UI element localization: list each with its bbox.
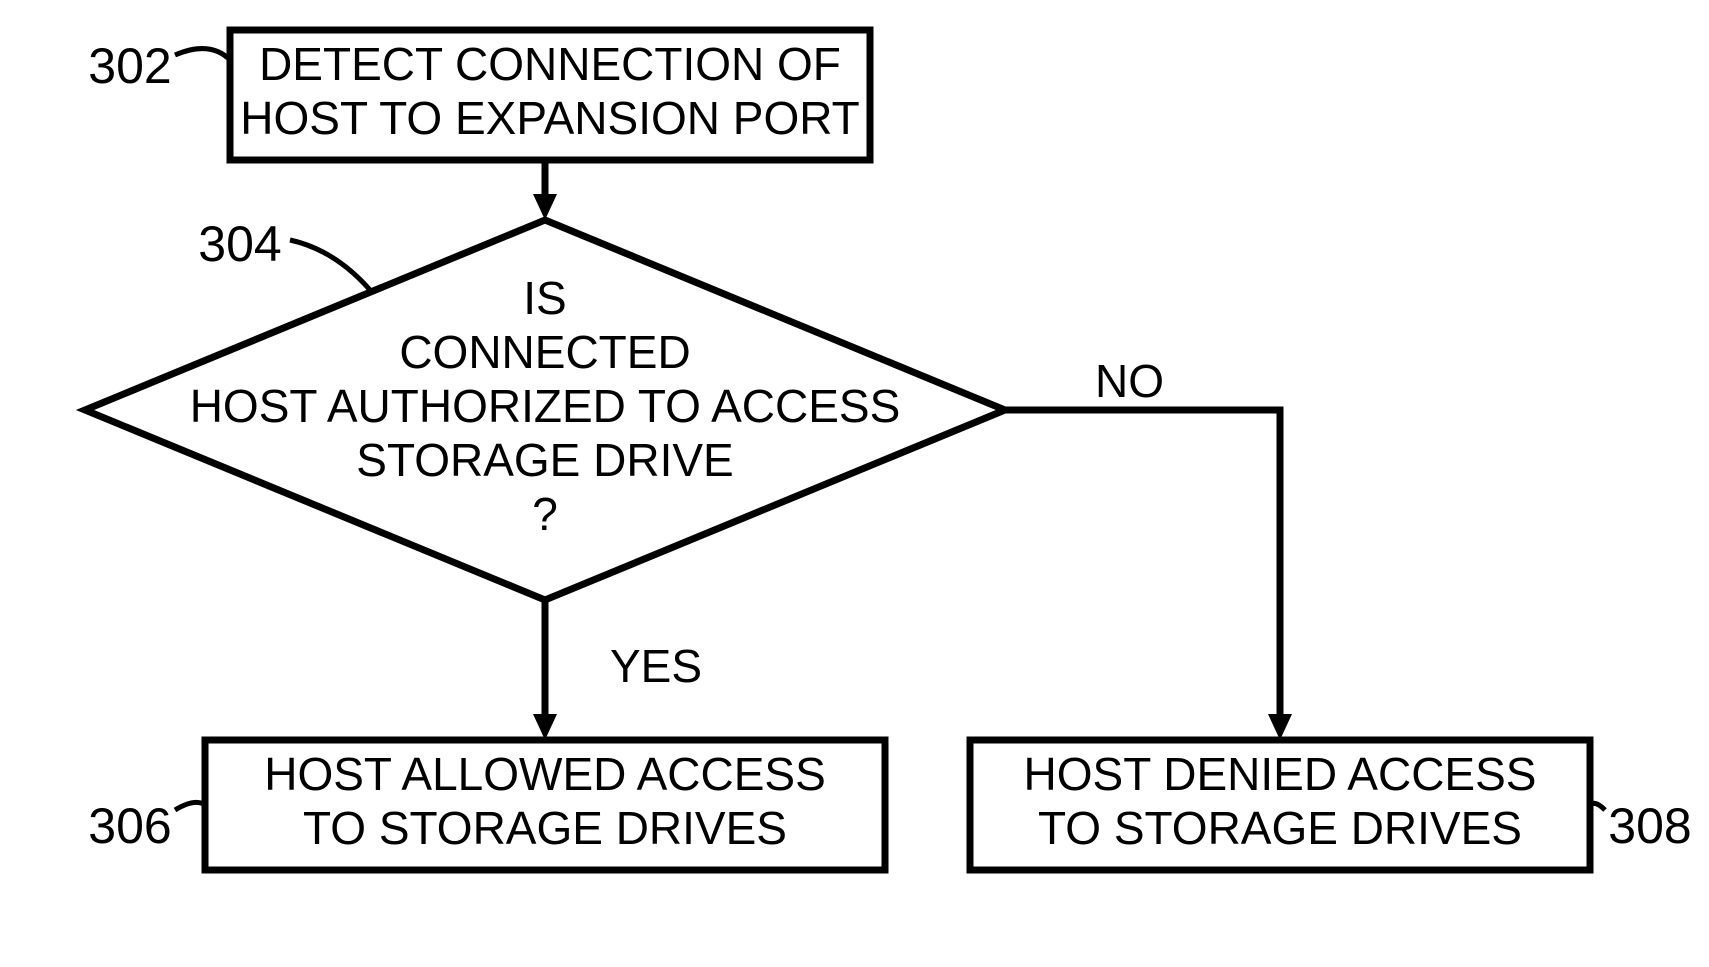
ref-label-n302: 302 xyxy=(88,38,171,94)
node-text-line: CONNECTED xyxy=(399,326,690,378)
ref-label-n308: 308 xyxy=(1608,798,1691,854)
node-text-line: HOST TO EXPANSION PORT xyxy=(240,92,859,144)
edge-line-2 xyxy=(1005,410,1280,719)
ref-leader-n306 xyxy=(175,802,205,810)
node-text-line: HOST AUTHORIZED TO ACCESS xyxy=(190,380,901,432)
node-text-line: STORAGE DRIVE xyxy=(356,434,733,486)
ref-label-n304: 304 xyxy=(198,216,281,272)
edge-label-1: YES xyxy=(610,640,702,692)
arrowhead xyxy=(533,714,557,740)
node-text-line: ? xyxy=(532,488,558,540)
arrowhead xyxy=(533,194,557,220)
node-text-line: HOST DENIED ACCESS xyxy=(1024,748,1537,800)
arrowhead xyxy=(1268,714,1292,740)
ref-leader-n304 xyxy=(290,240,370,290)
node-text-line: DETECT CONNECTION OF xyxy=(259,38,841,90)
edge-label-2: NO xyxy=(1095,355,1164,407)
node-text-line: TO STORAGE DRIVES xyxy=(1038,802,1522,854)
node-text-line: HOST ALLOWED ACCESS xyxy=(264,748,826,800)
node-text-line: IS xyxy=(523,272,566,324)
node-text-line: TO STORAGE DRIVES xyxy=(303,802,787,854)
ref-label-n306: 306 xyxy=(88,798,171,854)
ref-leader-n302 xyxy=(175,49,230,60)
